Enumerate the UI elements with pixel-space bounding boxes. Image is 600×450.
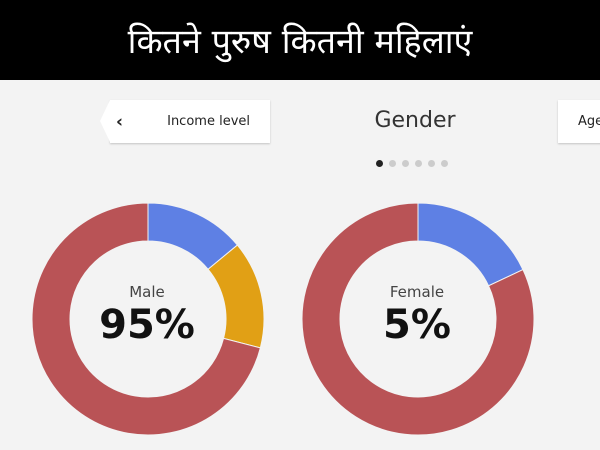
category-title: Gender xyxy=(374,108,456,133)
next-category-button[interactable]: Age xyxy=(558,100,600,143)
female-donut-chart xyxy=(301,202,535,436)
page-dot[interactable] xyxy=(376,160,383,167)
page-dot[interactable] xyxy=(402,160,409,167)
pagination-dots xyxy=(376,160,448,167)
page-dot[interactable] xyxy=(415,160,422,167)
female-label: Female xyxy=(389,283,445,301)
chevron-left-icon: ‹ xyxy=(116,111,124,132)
page-dot[interactable] xyxy=(389,160,396,167)
female-value: 5% xyxy=(383,302,451,348)
page-dot[interactable] xyxy=(441,160,448,167)
male-value: 95% xyxy=(99,302,195,348)
donut-segment xyxy=(31,202,261,436)
page-dot[interactable] xyxy=(428,160,435,167)
prev-category-button[interactable]: ‹ Income level xyxy=(100,100,270,143)
headline-banner: कितने पुरुष कितनी महिलाएं xyxy=(0,0,600,80)
next-category-label: Age xyxy=(578,114,600,129)
donut-segment xyxy=(301,202,535,436)
male-label: Male xyxy=(129,283,165,301)
prev-category-label: Income level xyxy=(167,114,250,129)
headline: कितने पुरुष कितनी महिलाएं xyxy=(127,22,473,62)
donut-segment xyxy=(417,202,524,287)
male-donut-chart xyxy=(31,202,265,436)
